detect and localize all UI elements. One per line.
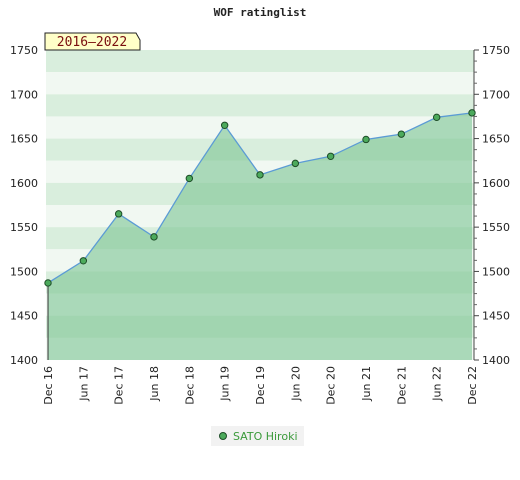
x-tick-label: Jun 17 [77, 366, 90, 402]
chart-title: WOF ratinglist [213, 6, 307, 19]
data-point [362, 135, 370, 144]
y-tick-label-left: 1500 [10, 265, 38, 278]
x-tick-label: Jun 20 [289, 366, 302, 402]
data-point [150, 233, 158, 241]
x-tick-label: Dec 16 [42, 366, 55, 405]
x-tick-label: Dec 19 [254, 366, 267, 405]
y-tick-label-left: 1400 [10, 354, 38, 367]
data-point [44, 279, 52, 287]
grid-band [46, 50, 474, 73]
x-tick-label: Jun 19 [219, 366, 232, 402]
y-tick-label-left: 1600 [10, 177, 38, 190]
y-tick-label-right: 1750 [482, 44, 510, 57]
legend-marker-icon [219, 432, 227, 440]
data-point [291, 159, 300, 168]
y-tick-label-right: 1650 [482, 133, 510, 146]
x-tick-label: Dec 20 [325, 366, 338, 405]
grid-band [46, 72, 474, 95]
y-tick-label-right: 1450 [482, 310, 510, 323]
x-tick-label: Dec 17 [113, 366, 126, 405]
y-tick-label-left: 1700 [10, 88, 38, 101]
data-points [44, 109, 476, 287]
x-tick-label: Dec 22 [466, 366, 479, 405]
y-tick-label-left: 1450 [10, 310, 38, 323]
y-tick-label-right: 1600 [482, 177, 510, 190]
left-axis-ticks: 1400 1450 1500 1550 1600 1650 1700 1750 [10, 44, 38, 367]
grid-band [46, 116, 474, 139]
x-tick-label: Dec 21 [395, 366, 408, 405]
x-tick-label: Jun 22 [431, 366, 444, 402]
data-point [432, 113, 441, 122]
data-point [79, 257, 88, 265]
legend[interactable]: SATO Hiroki [211, 426, 304, 446]
y-tick-label-left: 1750 [10, 44, 38, 57]
data-point [256, 171, 264, 179]
data-point [468, 109, 476, 117]
data-point [397, 130, 406, 138]
y-tick-label-right: 1550 [482, 221, 510, 234]
x-axis-ticks: Dec 16 Jun 17 Dec 17 Jun 18 Dec 18 Jun 19 Dec … [42, 366, 479, 405]
x-tick-label: Jun 21 [360, 366, 373, 402]
y-tick-label-right: 1700 [482, 88, 510, 101]
data-point [114, 210, 123, 218]
grid-band [46, 94, 474, 117]
data-point [326, 152, 335, 160]
data-point [185, 174, 194, 183]
range-badge-layer: 2016–2022 [44, 32, 141, 51]
right-axis-ticks: 1400 1450 1500 1550 1600 1650 1700 1750 [474, 44, 510, 367]
x-tick-label: Jun 18 [148, 366, 161, 402]
series-area [48, 112, 472, 360]
range-badge-label: 2016–2022 [57, 35, 127, 50]
data-point [220, 121, 229, 129]
y-tick-label-right: 1500 [482, 265, 510, 278]
y-tick-label-left: 1650 [10, 133, 38, 146]
legend-series-label: SATO Hiroki [233, 429, 298, 443]
x-tick-label: Dec 18 [183, 366, 196, 405]
y-tick-label-right: 1400 [482, 354, 510, 367]
y-tick-label-left: 1550 [10, 221, 38, 234]
range-badge [44, 32, 141, 51]
